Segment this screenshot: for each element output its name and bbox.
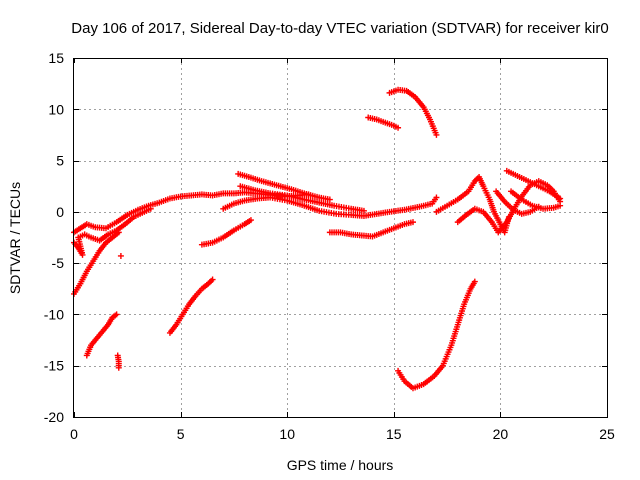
- series-arc-high-14: [365, 114, 402, 131]
- chart-title: Day 106 of 2017, Sidereal Day-to-day VTE…: [71, 20, 608, 37]
- data-points: [71, 86, 564, 392]
- series-arc-band-low: [220, 194, 440, 219]
- series-arc-mid-6: [198, 217, 254, 248]
- y-tick-label: -20: [44, 409, 64, 425]
- x-tick-label: 25: [599, 426, 615, 442]
- data-point: [433, 131, 440, 138]
- x-tick-label: 0: [70, 426, 78, 442]
- data-point: [557, 195, 564, 202]
- x-axis-label: GPS time / hours: [287, 457, 394, 473]
- y-tick-label: -10: [44, 306, 64, 322]
- data-point: [409, 219, 416, 226]
- series-arc-band-8: [237, 183, 367, 214]
- data-point: [209, 276, 216, 283]
- axes: 0 5 10 15 20 25 15 10 5 0 -5 -10 -15 -20: [44, 50, 615, 442]
- series-arc-deep-15: [395, 278, 478, 392]
- plot-frame: [73, 58, 608, 418]
- series-arc-late-mid: [493, 188, 542, 217]
- x-tick-label: 5: [177, 426, 185, 442]
- x-tick-label: 20: [493, 426, 509, 442]
- data-point: [117, 252, 124, 259]
- data-point: [395, 124, 402, 131]
- x-tick-label: 15: [386, 426, 402, 442]
- data-point: [115, 364, 122, 371]
- x-tick-label: 10: [279, 426, 295, 442]
- data-point: [113, 311, 120, 318]
- y-tick-label: 10: [48, 101, 64, 117]
- series-arc-late-18: [433, 173, 512, 236]
- data-point: [557, 202, 564, 209]
- y-tick-label: 0: [56, 204, 64, 220]
- y-tick-label: -15: [44, 358, 64, 374]
- y-tick-label: 15: [48, 50, 64, 66]
- y-axis-label: SDTVAR / TECUs: [7, 182, 23, 294]
- data-point: [360, 207, 367, 214]
- series-arc-late-20: [503, 167, 564, 202]
- data-point: [247, 217, 254, 224]
- series-arc-low-12: [326, 219, 416, 240]
- series-arc-deep-1: [83, 311, 120, 359]
- grid: [74, 58, 607, 417]
- y-tick-label: -5: [52, 255, 65, 271]
- series-arc-upper-8: [235, 170, 333, 203]
- series-arc-deep-2: [114, 352, 122, 371]
- series-arc-deep-5: [166, 276, 216, 336]
- data-point: [326, 196, 333, 203]
- series-arc-point-2: [117, 252, 124, 259]
- series-arc-top-15: [386, 86, 440, 138]
- data-point: [535, 203, 542, 210]
- data-point: [433, 194, 440, 201]
- series-arc-early-low: [71, 205, 154, 258]
- data-point: [147, 205, 154, 212]
- data-point: [115, 229, 122, 236]
- y-tick-label: 5: [56, 153, 64, 169]
- series-arc-late-19: [454, 178, 564, 236]
- data-point: [471, 278, 478, 285]
